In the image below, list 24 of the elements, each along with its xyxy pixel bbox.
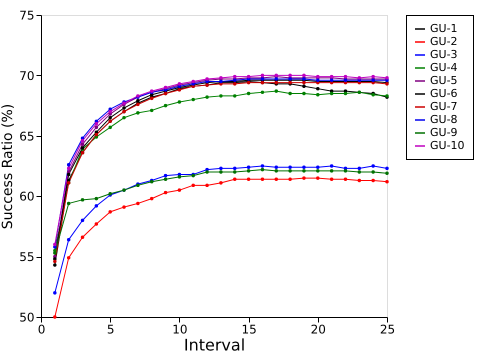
- y-tick-label: 50: [19, 310, 34, 324]
- legend-label: GU-10: [430, 139, 465, 152]
- x-tick-label: 25: [380, 322, 396, 336]
- legend-label: GU-1: [430, 22, 458, 35]
- legend-label: GU-3: [430, 48, 458, 61]
- legend-label: GU-7: [430, 100, 458, 113]
- y-tick-label: 70: [19, 68, 34, 83]
- y-tick-label: 55: [19, 250, 34, 264]
- y-tick-label: 65: [19, 129, 34, 144]
- x-axis-title: Interval: [184, 336, 246, 354]
- y-tick-label: 60: [19, 190, 34, 204]
- legend-label: GU-8: [430, 113, 458, 126]
- x-tick-label: 10: [172, 322, 188, 336]
- x-tick-label: 0: [38, 322, 46, 336]
- legend-label: GU-2: [430, 35, 458, 48]
- legend-label: GU-5: [430, 74, 458, 87]
- legend-label: GU-9: [430, 126, 458, 139]
- legend-label: GU-4: [430, 61, 458, 74]
- x-tick-label: 15: [241, 322, 257, 336]
- y-tick-label: 75: [19, 8, 34, 22]
- legend-label: GU-6: [430, 87, 458, 100]
- y-axis-title: Success Ratio (%): [0, 104, 16, 230]
- x-tick-label: 5: [106, 322, 115, 336]
- x-tick-label: 20: [310, 322, 326, 336]
